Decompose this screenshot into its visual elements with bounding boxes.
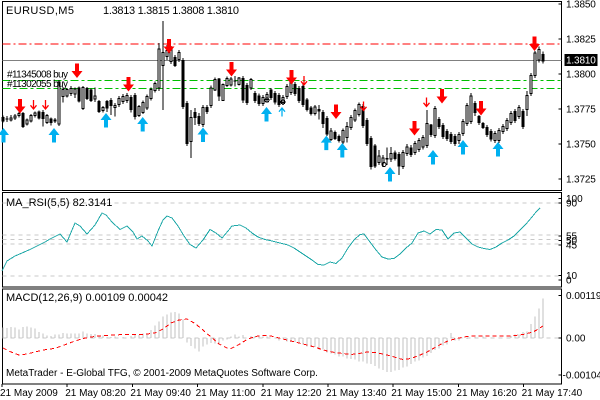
svg-text:0.00: 0.00 [566, 334, 586, 345]
svg-text:MA_RSI(5,5) 82.3141: MA_RSI(5,5) 82.3141 [6, 197, 112, 209]
svg-text:EURUSD,M5: EURUSD,M5 [6, 5, 74, 17]
svg-text:100: 100 [566, 194, 583, 205]
svg-text:21 May 12:20: 21 May 12:20 [261, 388, 322, 399]
svg-text:1.3810: 1.3810 [566, 56, 596, 67]
svg-text:1.3750: 1.3750 [566, 140, 596, 151]
svg-text:10: 10 [566, 271, 578, 282]
svg-text:21 May 09:40: 21 May 09:40 [130, 388, 191, 399]
svg-text:1.3775: 1.3775 [566, 105, 596, 116]
svg-text:21 May 15:00: 21 May 15:00 [391, 388, 452, 399]
svg-text:21 May 13:40: 21 May 13:40 [326, 388, 387, 399]
svg-text:#11302055 buy: #11302055 buy [7, 79, 68, 90]
svg-text:1.3725: 1.3725 [566, 175, 596, 186]
svg-text:#11345008 buy: #11345008 buy [7, 70, 68, 81]
svg-text:MACD(12,26,9) 0.00109 0.00042: MACD(12,26,9) 0.00109 0.00042 [6, 292, 168, 304]
svg-text:21 May 16:20: 21 May 16:20 [456, 388, 517, 399]
svg-text:45: 45 [566, 241, 578, 252]
svg-text:1.3800: 1.3800 [566, 70, 596, 81]
svg-text:1.3850: 1.3850 [566, 0, 596, 11]
svg-text:0.00119: 0.00119 [566, 291, 600, 302]
svg-text:1.3825: 1.3825 [566, 35, 596, 46]
svg-text:MetaTrader - E-Global TFG, © 2: MetaTrader - E-Global TFG, © 2001-2009 M… [6, 368, 318, 379]
svg-text:21 May 17:40: 21 May 17:40 [522, 388, 583, 399]
svg-text:1.3813 1.3815 1.3808 1.3810: 1.3813 1.3815 1.3808 1.3810 [103, 5, 239, 17]
svg-text:55: 55 [566, 232, 578, 243]
svg-text:21 May 11:00: 21 May 11:00 [196, 388, 256, 399]
svg-text:50: 50 [566, 236, 578, 247]
svg-text:-0.00104: -0.00104 [563, 371, 600, 382]
svg-text:0: 0 [566, 276, 572, 287]
svg-text:21 May 08:20: 21 May 08:20 [65, 388, 126, 399]
svg-text:21 May 2009: 21 May 2009 [0, 388, 58, 399]
svg-text:90: 90 [566, 199, 578, 210]
